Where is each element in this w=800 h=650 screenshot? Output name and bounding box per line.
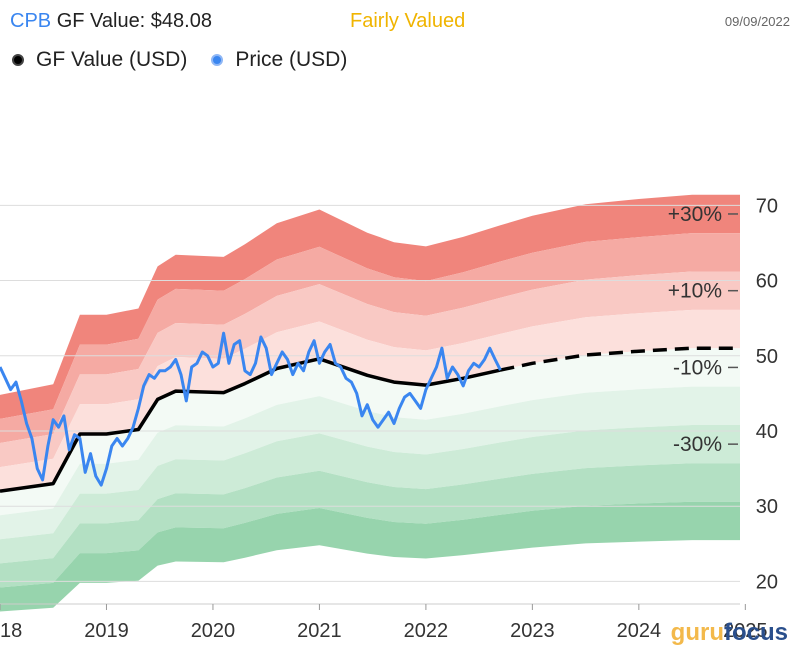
band-undervalued-5: [0, 501, 740, 612]
legend-label-gf-value: GF Value (USD): [36, 48, 188, 71]
y-axis: 20 30 40 50 60 70: [756, 195, 778, 593]
y-tick-label-70: 70: [756, 195, 778, 217]
band-overvalued-3: [0, 271, 740, 468]
chart-title: CPB GF Value: $48.08: [10, 10, 212, 33]
watermark-guru: guru: [671, 619, 724, 646]
band-undervalued-3: [0, 425, 740, 564]
y-tick-label-60: 60: [756, 271, 778, 293]
band-undervalued-1: [0, 348, 740, 516]
gf-value-line: [0, 357, 501, 493]
legend-item-price[interactable]: Price (USD): [211, 48, 347, 72]
gridlines: [0, 204, 740, 605]
x-tick-label-2023: 2023: [510, 620, 555, 642]
valuation-bands: [0, 194, 740, 612]
band-overvalued-1: [0, 194, 740, 419]
legend-marker-price: [211, 54, 224, 66]
series-lines: [0, 331, 740, 493]
gf-value-forecast-line: [500, 346, 740, 372]
band-labels: +30% +10% -10% -30%: [668, 203, 738, 456]
gf-value-label: GF Value: $48.08: [56, 10, 212, 32]
legend-label-price: Price (USD): [235, 48, 348, 71]
y-tick-label-30: 30: [756, 496, 778, 518]
as-of-date: 09/09/2022: [724, 14, 790, 29]
legend-item-gf-value[interactable]: GF Value (USD): [12, 48, 187, 72]
x-tick-label-2019: 2019: [84, 620, 129, 642]
valuation-status: Fairly Valued: [350, 10, 466, 32]
x-tick-label-2025: 2025: [723, 620, 768, 642]
svg-text:gurufocus: gurufocus: [671, 619, 788, 646]
gurufocus-watermark: gurufocus: [671, 619, 788, 646]
x-tick-label-2024: 2024: [617, 620, 662, 642]
x-axis: 2018 2019 2020 2021 2022 2023 2024 2025: [0, 604, 768, 642]
x-tick-label-2020: 2020: [191, 620, 236, 642]
band-label-0: +30%: [668, 203, 722, 226]
y-tick-label-50: 50: [756, 346, 778, 368]
x-tick-label-2021: 2021: [297, 620, 342, 642]
chart-header: CPB GF Value: $48.08 Fairly Valued 09/09…: [0, 0, 800, 100]
x-tick-label-2018: 2018: [0, 620, 22, 642]
price-line: [0, 331, 502, 487]
band-label-1: +10%: [668, 280, 722, 303]
band-overvalued-4: [0, 309, 740, 492]
band-undervalued-2: [0, 386, 740, 540]
band-undervalued-4: [0, 463, 740, 588]
chart-legend: GF Value (USD) Price (USD): [12, 48, 371, 72]
band-overvalued-2: [0, 233, 740, 443]
band-label-3: -30%: [673, 433, 722, 456]
watermark-focus: focus: [724, 619, 788, 646]
y-tick-label-40: 40: [756, 421, 778, 443]
legend-marker-gf-value: [12, 54, 24, 66]
x-tick-label-2022: 2022: [404, 620, 449, 642]
band-label-2: -10%: [673, 356, 722, 379]
ticker-symbol[interactable]: CPB: [10, 10, 52, 32]
y-tick-label-20: 20: [756, 571, 778, 593]
